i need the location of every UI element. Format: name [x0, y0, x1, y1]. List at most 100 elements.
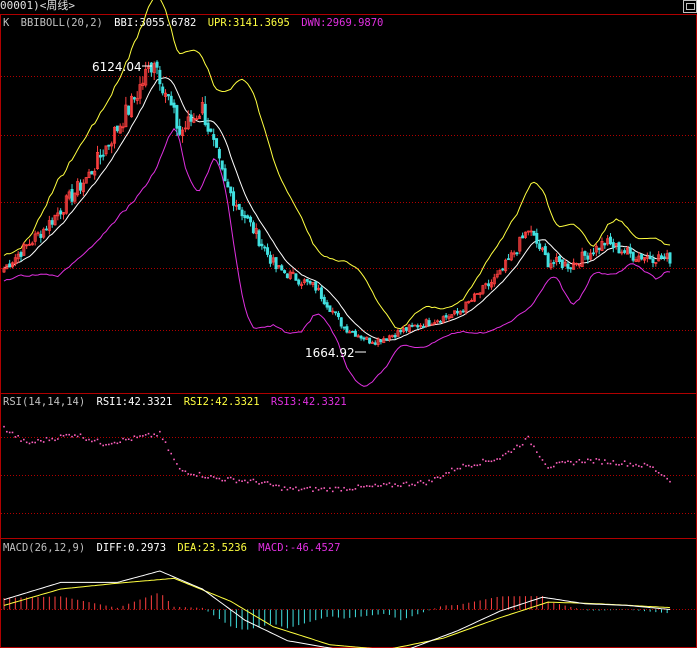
rsi-point	[397, 484, 399, 487]
candle-body	[115, 125, 119, 132]
rsi-point	[300, 488, 303, 491]
candle-body	[359, 335, 363, 339]
candle-body	[186, 116, 190, 130]
rsi-panel-header: RSI(14,14,14) RSI1:42.3321 RSI2:42.3321 …	[3, 396, 347, 408]
rsi-point	[34, 441, 36, 444]
candle-body	[64, 195, 68, 214]
rsi-point	[487, 460, 490, 462]
rsi-point	[553, 465, 555, 468]
rsi-point	[360, 485, 362, 488]
rsi-point	[147, 432, 150, 435]
rsi-point	[550, 466, 552, 469]
rsi-point	[54, 439, 56, 442]
candle-body	[189, 114, 193, 122]
candle-body	[22, 243, 26, 256]
candle-body	[336, 312, 340, 318]
candle-body	[152, 63, 156, 74]
rsi-point	[156, 435, 158, 437]
rsi-point	[399, 485, 402, 488]
rsi-point	[623, 460, 626, 462]
candle-body	[481, 285, 485, 294]
rsi-point	[139, 435, 141, 437]
rsi-point	[484, 460, 487, 462]
rsi-point	[235, 481, 238, 484]
rsi-point	[374, 483, 377, 486]
rsi-point	[167, 449, 170, 452]
candle-body	[212, 134, 216, 140]
rsi-point	[212, 476, 215, 478]
candle-body	[277, 265, 281, 268]
rsi-point	[612, 460, 615, 462]
candle-body	[659, 255, 663, 259]
candle-body	[195, 118, 199, 121]
candle-body	[138, 84, 142, 99]
candle-body	[348, 331, 352, 334]
candle-body	[617, 242, 621, 254]
rsi-point	[371, 485, 374, 488]
candle-body	[436, 320, 440, 323]
rsi-point	[581, 461, 583, 464]
bbi-value: BBI:3055.6782	[114, 17, 196, 29]
rsi-point	[153, 433, 156, 436]
rsi-point	[20, 440, 22, 442]
candle-body	[200, 102, 204, 114]
candle-body	[90, 171, 94, 175]
rsi-point	[513, 448, 515, 450]
candle-body	[407, 324, 411, 333]
candle-body	[50, 220, 54, 225]
rsi-point	[173, 458, 175, 461]
candle-body	[67, 191, 71, 199]
candle-body	[484, 283, 488, 286]
macd-panel-header: MACD(26,12,9) DIFF:0.2973 DEA:23.5236 MA…	[3, 542, 340, 554]
rsi-point	[255, 481, 258, 483]
candle-body	[529, 230, 533, 233]
candle-body	[399, 329, 403, 333]
rsi-point	[621, 463, 623, 465]
candle-body	[25, 244, 29, 247]
candle-body	[113, 126, 117, 144]
rsi-point	[31, 441, 34, 444]
rsi-point	[544, 463, 547, 465]
rsi-point	[343, 486, 345, 489]
candle-body	[353, 330, 357, 337]
candle-body	[620, 251, 624, 254]
candle-body	[611, 242, 615, 249]
rsi-point	[462, 463, 464, 466]
rsi-point	[575, 461, 578, 463]
rsi-point	[303, 487, 306, 490]
rsi-point	[23, 438, 25, 441]
candle-body	[569, 267, 573, 270]
candle-body	[645, 256, 649, 259]
rsi-point	[567, 460, 569, 462]
rsi-point	[96, 438, 99, 441]
candle-body	[467, 301, 471, 303]
dea-line	[3, 577, 671, 648]
candle-body	[416, 325, 420, 328]
candle-body	[317, 287, 321, 290]
candle-body	[87, 171, 91, 179]
candle-body	[651, 258, 655, 263]
rsi-point	[482, 458, 484, 461]
rsi-point	[122, 437, 124, 440]
rsi-point	[640, 466, 643, 468]
candle-body	[441, 316, 445, 323]
candle-body	[246, 215, 250, 219]
rsi-point	[113, 441, 116, 444]
candle-body	[648, 255, 652, 260]
candle-body	[249, 216, 253, 223]
rsi-point	[62, 435, 65, 437]
candle-body	[574, 262, 578, 265]
rsi-point	[241, 480, 243, 482]
rsi-point	[518, 445, 521, 448]
rsi-point	[479, 463, 481, 466]
rsi-point	[402, 482, 405, 485]
rsi-point	[507, 450, 510, 453]
candle-body	[634, 259, 638, 262]
candle-body	[220, 160, 224, 170]
candle-body	[226, 181, 230, 188]
candle-body	[512, 252, 516, 255]
candle-body	[135, 97, 139, 101]
candle-body	[546, 253, 550, 268]
rsi-point	[657, 472, 660, 474]
rsi-point	[456, 467, 459, 470]
